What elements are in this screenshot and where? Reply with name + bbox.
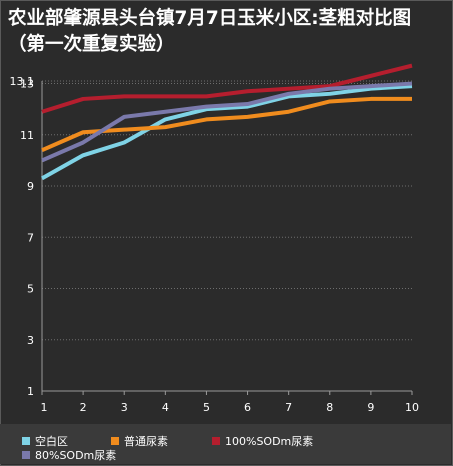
y-tick-label: 11 <box>20 129 34 142</box>
y-tick-label: 5 <box>27 283 34 296</box>
legend-label: 100%SODm尿素 <box>225 435 314 448</box>
x-tick-label: 8 <box>326 401 333 414</box>
legend-item: 80%SODm尿素 <box>22 447 116 463</box>
series-lines <box>41 63 413 181</box>
x-tick-labels: 1 2 3 4 5 6 7 8 9 10 <box>41 401 420 414</box>
legend-swatch <box>212 437 220 445</box>
legend-swatch <box>22 451 30 459</box>
x-tick-label: 9 <box>367 401 374 414</box>
y-tick-label: 9 <box>27 180 34 193</box>
y-tick-label: 3 <box>27 334 34 347</box>
series-line <box>41 63 413 114</box>
legend-item: 普通尿素 <box>111 433 168 449</box>
x-tick-label: 5 <box>203 401 210 414</box>
series-line <box>41 81 413 163</box>
axes <box>41 81 413 395</box>
x-tick-label: 4 <box>162 401 169 414</box>
x-tick-label: 3 <box>121 401 128 414</box>
chart-title: 农业部肇源县头台镇7月7日玉米小区:茎粗对比图（第一次重复实验） <box>8 8 412 55</box>
y-tick-label: 7 <box>27 231 34 244</box>
legend-label: 普通尿素 <box>124 435 168 448</box>
x-tick-label: 7 <box>285 401 292 414</box>
x-tick-label: 6 <box>244 401 251 414</box>
y-tick-label: 13.1 <box>10 75 35 88</box>
legend-item: 100%SODm尿素 <box>212 433 313 449</box>
legend-item: 空白区 <box>22 433 68 449</box>
legend-label: 80%SODm尿素 <box>35 449 117 462</box>
x-tick-label: 1 <box>41 401 48 414</box>
legend-label: 空白区 <box>35 435 68 448</box>
legend: 空白区 普通尿素 100%SODm尿素 80%SODm尿素 <box>0 424 451 464</box>
y-tick-label: 1 <box>27 385 34 398</box>
legend-swatch <box>22 437 30 445</box>
legend-swatch <box>111 437 119 445</box>
y-tick-labels: 13.113 11 9 7 5 3 1 <box>10 75 35 398</box>
y-tick-label: 13 <box>20 78 34 91</box>
x-tick-label: 10 <box>405 401 419 414</box>
x-tick-label: 2 <box>80 401 87 414</box>
series-line <box>41 84 413 181</box>
